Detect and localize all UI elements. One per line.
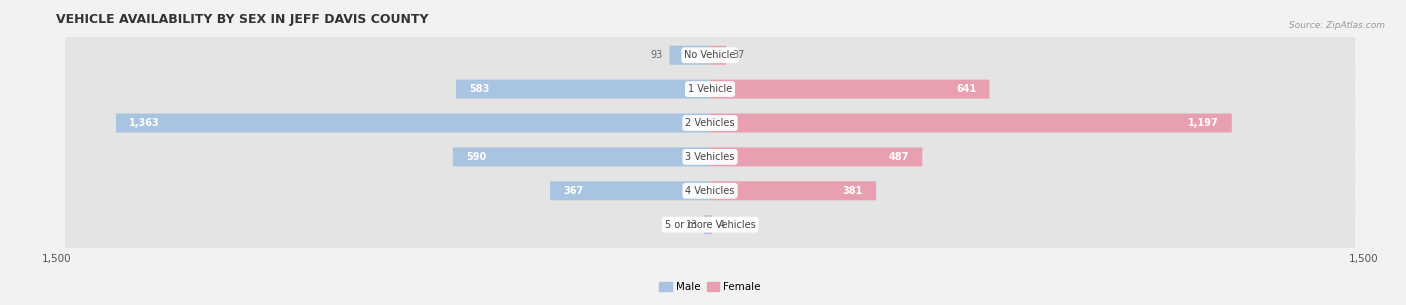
FancyBboxPatch shape xyxy=(710,215,711,234)
Text: 2 Vehicles: 2 Vehicles xyxy=(685,118,735,128)
Text: 1,363: 1,363 xyxy=(129,118,160,128)
FancyBboxPatch shape xyxy=(550,181,710,200)
Text: 381: 381 xyxy=(842,186,863,196)
FancyBboxPatch shape xyxy=(63,100,1357,305)
Legend: Male, Female: Male, Female xyxy=(659,282,761,292)
Text: 4 Vehicles: 4 Vehicles xyxy=(685,186,735,196)
Text: 583: 583 xyxy=(470,84,489,94)
Text: 37: 37 xyxy=(733,50,745,60)
FancyBboxPatch shape xyxy=(65,201,1355,248)
FancyBboxPatch shape xyxy=(456,80,710,99)
Text: 367: 367 xyxy=(564,186,583,196)
Text: 13: 13 xyxy=(686,220,697,230)
FancyBboxPatch shape xyxy=(65,167,1355,214)
Text: 1 Vehicle: 1 Vehicle xyxy=(688,84,733,94)
Text: 590: 590 xyxy=(465,152,486,162)
Text: No Vehicle: No Vehicle xyxy=(685,50,735,60)
FancyBboxPatch shape xyxy=(710,181,876,200)
FancyBboxPatch shape xyxy=(63,0,1357,248)
FancyBboxPatch shape xyxy=(65,134,1355,180)
Text: 5 or more Vehicles: 5 or more Vehicles xyxy=(665,220,755,230)
FancyBboxPatch shape xyxy=(65,100,1355,146)
FancyBboxPatch shape xyxy=(65,32,1355,78)
FancyBboxPatch shape xyxy=(63,0,1357,180)
FancyBboxPatch shape xyxy=(63,0,1357,214)
Text: VEHICLE AVAILABILITY BY SEX IN JEFF DAVIS COUNTY: VEHICLE AVAILABILITY BY SEX IN JEFF DAVI… xyxy=(56,13,429,26)
FancyBboxPatch shape xyxy=(710,80,990,99)
Text: 93: 93 xyxy=(651,50,664,60)
FancyBboxPatch shape xyxy=(669,46,710,65)
Text: 3 Vehicles: 3 Vehicles xyxy=(685,152,735,162)
Text: 4: 4 xyxy=(718,220,724,230)
FancyBboxPatch shape xyxy=(710,113,1232,132)
Text: 1,197: 1,197 xyxy=(1188,118,1219,128)
FancyBboxPatch shape xyxy=(704,215,710,234)
Text: 641: 641 xyxy=(956,84,976,94)
FancyBboxPatch shape xyxy=(710,46,725,65)
FancyBboxPatch shape xyxy=(63,32,1357,282)
FancyBboxPatch shape xyxy=(710,147,922,167)
Text: Source: ZipAtlas.com: Source: ZipAtlas.com xyxy=(1289,21,1385,30)
Text: 487: 487 xyxy=(889,152,910,162)
FancyBboxPatch shape xyxy=(115,113,710,132)
FancyBboxPatch shape xyxy=(63,66,1357,305)
FancyBboxPatch shape xyxy=(453,147,710,167)
FancyBboxPatch shape xyxy=(65,66,1355,113)
